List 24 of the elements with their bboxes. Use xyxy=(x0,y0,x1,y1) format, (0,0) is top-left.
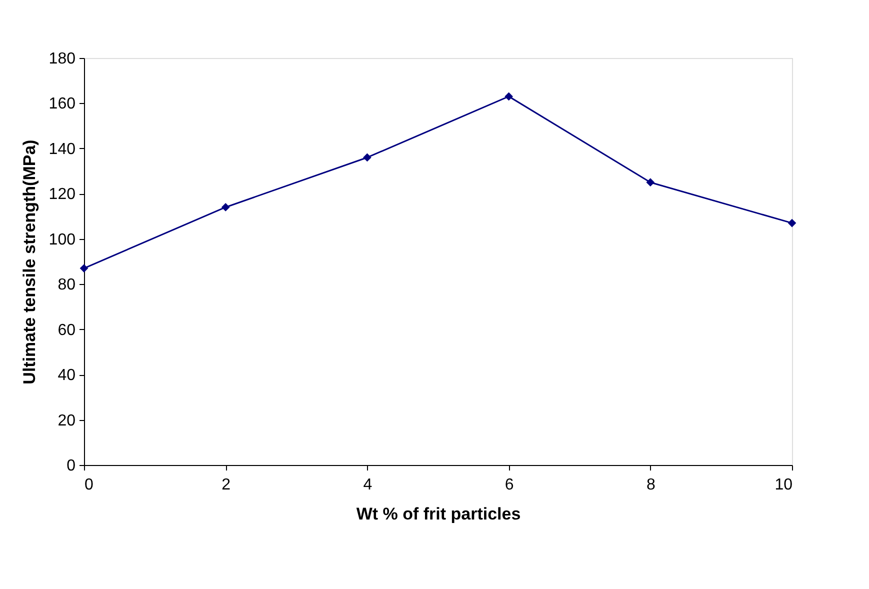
y-tick-label: 60 xyxy=(58,322,76,339)
y-tick-label: 40 xyxy=(58,367,76,384)
x-tick-label: 8 xyxy=(646,476,656,494)
point xyxy=(646,178,655,187)
x-tick-label: 10 xyxy=(774,476,793,494)
y-tick-label: 0 xyxy=(66,458,76,474)
y-tick-label: 140 xyxy=(48,140,76,158)
y-tick-label: 100 xyxy=(48,231,76,248)
y-tick-label: 20 xyxy=(58,412,76,430)
y-tick-label: 180 xyxy=(48,50,76,68)
point xyxy=(221,203,230,212)
y-tick-label: 120 xyxy=(48,186,76,204)
x-tick-label: 2 xyxy=(222,476,231,494)
point xyxy=(788,218,796,228)
y-tick-label: 160 xyxy=(48,96,76,113)
x-axis-title: Wt % of frit particles xyxy=(356,504,521,524)
y-axis-title: Ultimate tensile strength(MPa) xyxy=(20,140,39,384)
x-tick-label: 0 xyxy=(84,476,94,494)
x-tick-label: 6 xyxy=(504,476,514,494)
x-tick-label: 4 xyxy=(363,476,372,494)
point xyxy=(80,264,88,272)
point xyxy=(363,153,372,162)
point xyxy=(504,92,513,101)
y-tick-label: 80 xyxy=(58,276,76,294)
